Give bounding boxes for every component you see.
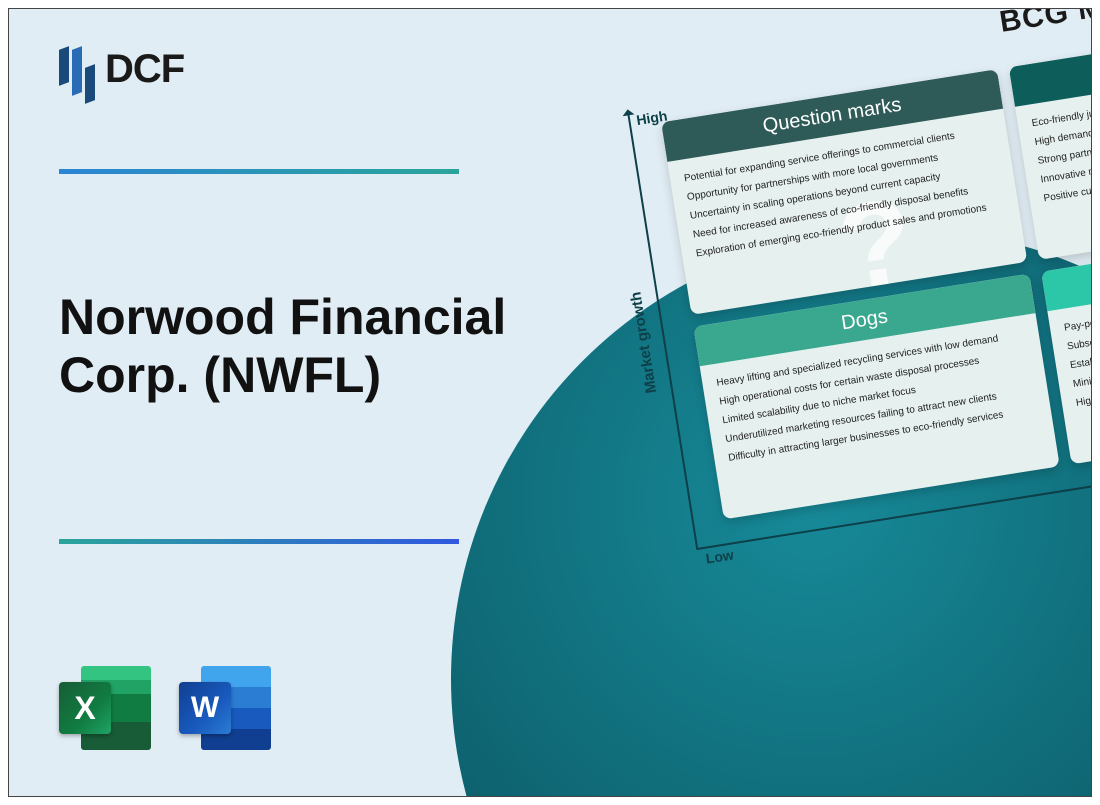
excel-letter: X: [59, 682, 111, 734]
logo: DCF: [59, 44, 184, 94]
quadrant-question-marks: Question marks ? Potential for expanding…: [661, 69, 1027, 315]
app-icon-row: X W: [59, 660, 275, 756]
logo-text: DCF: [105, 47, 184, 92]
logo-icon: [59, 44, 95, 94]
word-icon: W: [179, 660, 275, 756]
divider-top: [59, 169, 459, 174]
bcg-title: BCG MATRIX: [997, 8, 1092, 40]
axis-low-label: Low: [705, 546, 735, 566]
word-letter: W: [179, 682, 231, 734]
bcg-matrix: BCG MATRIX High Low Market growth Market…: [621, 8, 1092, 607]
divider-bottom: [59, 539, 459, 544]
quadrant-dogs: Dogs Heavy lifting and specialized recyc…: [693, 274, 1059, 520]
quadrant-grid: Question marks ? Potential for expanding…: [661, 14, 1092, 519]
card: DCF Norwood Financial Corp. (NWFL) X W B…: [8, 8, 1092, 797]
page-title: Norwood Financial Corp. (NWFL): [59, 289, 539, 404]
excel-icon: X: [59, 660, 155, 756]
